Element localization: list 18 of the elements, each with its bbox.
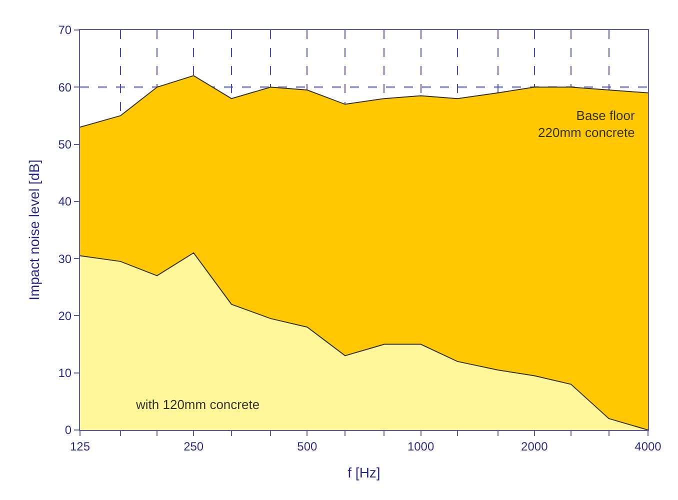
- y-tick-label: 40: [58, 194, 72, 209]
- y-tick-label: 60: [58, 80, 72, 94]
- y-tick-label: 0: [64, 423, 72, 438]
- y-tick-label: 10: [58, 366, 72, 380]
- x-axis-title: f [Hz]: [348, 464, 380, 481]
- annotation: Base floor 220mm concrete: [538, 108, 636, 140]
- y-axis-title: Impact noise level [dB]: [26, 160, 42, 300]
- y-tick-label: 50: [58, 137, 72, 152]
- y-tick-label: 70: [58, 23, 72, 38]
- x-tick-label: 2000: [521, 439, 548, 454]
- x-tick-label: 500: [297, 439, 318, 454]
- x-tick-label: 1000: [407, 439, 434, 454]
- x-tick-label: 125: [70, 439, 90, 454]
- x-tick-label: 4000: [634, 439, 662, 454]
- annotation: with 120mm concrete: [135, 397, 260, 412]
- x-tick-label: 250: [184, 439, 204, 454]
- y-tick-label: 20: [58, 308, 72, 323]
- y-tick-label: 30: [58, 252, 72, 266]
